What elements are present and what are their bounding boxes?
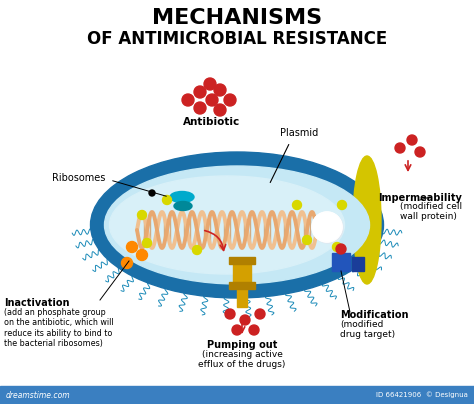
Circle shape [302,236,311,244]
Circle shape [192,246,201,255]
Bar [332,253,350,271]
Circle shape [143,238,152,248]
Circle shape [224,94,236,106]
Circle shape [313,213,343,243]
Text: Impermeability: Impermeability [378,193,462,203]
Circle shape [255,309,265,319]
Text: Pumping out: Pumping out [207,340,277,350]
Ellipse shape [109,176,345,274]
Ellipse shape [91,152,383,298]
Text: Inactivation: Inactivation [4,298,70,308]
Circle shape [395,143,405,153]
Ellipse shape [170,191,194,202]
Bar [237,289,247,307]
Ellipse shape [353,156,381,284]
Circle shape [194,86,206,98]
Circle shape [292,200,301,210]
Text: (increasing active
efflux of the drugs): (increasing active efflux of the drugs) [198,350,286,369]
Circle shape [137,210,146,219]
Ellipse shape [104,166,370,284]
Bar [233,260,251,282]
Circle shape [232,325,242,335]
Text: (modified
drug target): (modified drug target) [340,320,395,339]
Circle shape [214,84,226,96]
Circle shape [249,325,259,335]
Circle shape [137,250,147,261]
Circle shape [182,94,194,106]
Text: Modification: Modification [340,310,409,320]
Bar [229,282,255,289]
Circle shape [121,257,133,269]
Circle shape [337,200,346,210]
Circle shape [149,190,155,196]
Text: (modified cell
wall protein): (modified cell wall protein) [400,202,462,221]
Circle shape [415,147,425,157]
Circle shape [240,315,250,325]
Text: Ribosomes: Ribosomes [52,173,105,183]
Text: Plasmid: Plasmid [280,128,318,138]
Circle shape [206,94,218,106]
Circle shape [312,212,342,242]
Circle shape [312,212,342,242]
Bar [352,257,364,271]
Circle shape [336,244,346,254]
Circle shape [407,135,417,145]
Text: (add an phosphate group
on the antibiotic, which will
reduce its ability to bind: (add an phosphate group on the antibioti… [4,308,114,348]
Circle shape [225,309,235,319]
Circle shape [127,242,137,252]
Circle shape [194,102,206,114]
Bar [229,257,255,264]
Circle shape [204,78,216,90]
Text: OF ANTIMICROBIAL RESISTANCE: OF ANTIMICROBIAL RESISTANCE [87,30,387,48]
Circle shape [214,104,226,116]
Text: dreamstime.com: dreamstime.com [6,391,71,400]
Circle shape [163,196,172,204]
Bar [0,386,474,404]
Text: MECHANISMS: MECHANISMS [152,8,322,28]
Text: Antibiotic: Antibiotic [183,117,241,127]
Circle shape [332,242,341,252]
Ellipse shape [174,202,192,210]
Text: ID 66421906  © Designua: ID 66421906 © Designua [376,391,468,398]
